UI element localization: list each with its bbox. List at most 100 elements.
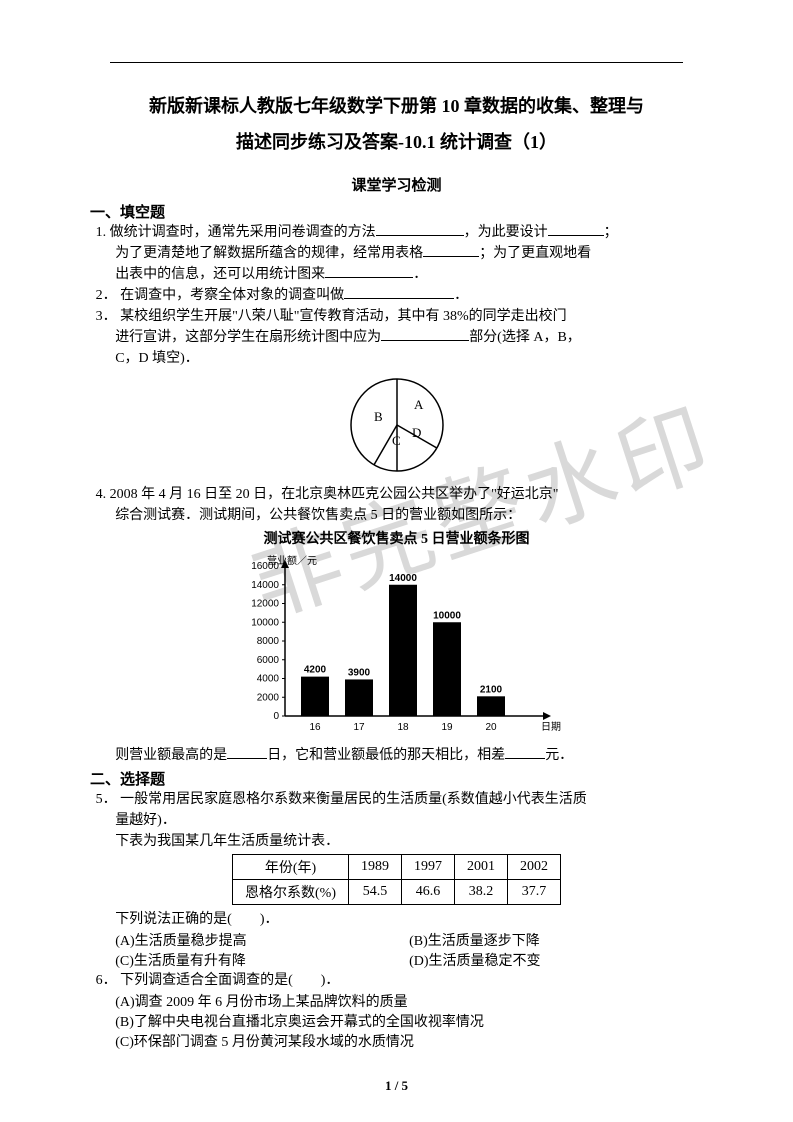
svg-text:14000: 14000 — [389, 573, 417, 584]
q5-opt-d: (D)生活质量稳定不变 — [409, 950, 703, 970]
q4-blank1 — [227, 745, 267, 759]
q1-l2: 为了更清楚地了解数据所蕴含的规律，经常用表格 ；为了更直观地看 — [90, 243, 703, 264]
q3-l3: C，D 填空)． — [90, 348, 703, 369]
q4-l2: 综合测试赛．测试期间，公共餐饮售卖点 5 日的营业额如图所示： — [90, 505, 703, 526]
q4-t2: 综合测试赛．测试期间，公共餐饮售卖点 5 日的营业额如图所示： — [115, 508, 521, 523]
doc-title-line1: 新版新课标人教版七年级数学下册第 10 章数据的收集、整理与 — [90, 88, 703, 124]
q1: 1. 做统计调查时，通常先采用问卷调查的方法，为此要设计； — [90, 222, 703, 243]
bar-chart-title: 测试赛公共区餐饮售卖点 5 日营业额条形图 — [90, 528, 703, 548]
q5-opt-c: (C)生活质量有升有降 — [115, 950, 409, 970]
q5: 5． 一般常用居民家庭恩格尔系数来衡量居民的生活质量(系数值越小代表生活质 — [90, 789, 703, 810]
doc-title-line2: 描述同步练习及答案-10.1 统计调查（1） — [90, 124, 703, 160]
svg-text:2000: 2000 — [256, 692, 279, 703]
svg-text:4200: 4200 — [303, 665, 326, 676]
svg-text:10000: 10000 — [251, 617, 279, 628]
q5-l4: 下列说法正确的是( )． — [90, 909, 703, 930]
q1-t6: 出表中的信息，还可以用统计图来 — [115, 267, 325, 282]
svg-text:20: 20 — [485, 722, 497, 733]
q1-t7: ． — [413, 267, 427, 282]
svg-text:D: D — [412, 425, 421, 440]
q6-opt-c: (C)环保部门调查 5 月份黄河某段水域的水质情况 — [115, 1031, 703, 1051]
svg-text:12000: 12000 — [251, 599, 279, 610]
th-1997: 1997 — [402, 855, 455, 880]
q5-t1: 一般常用居民家庭恩格尔系数来衡量居民的生活质量(系数值越小代表生活质 — [120, 792, 587, 807]
bar-svg: 营业额／元02000400060008000100001200014000160… — [227, 550, 567, 740]
section-fill: 一、填空题 — [90, 201, 703, 222]
q6: 6． 下列调查适合全面调查的是( )． — [90, 970, 703, 991]
q2: 2． 在调查中，考察全体对象的调查叫做 ． — [90, 285, 703, 306]
td-2001: 38.2 — [455, 880, 508, 905]
svg-text:B: B — [374, 409, 383, 424]
q4: 4. 2008 年 4 月 16 日至 20 日，在北京奥林匹克公园公共区举办了… — [90, 484, 703, 505]
q6-options: (A)调查 2009 年 6 月份市场上某品牌饮料的质量 (B)了解中央电视台直… — [90, 991, 703, 1051]
svg-text:16000: 16000 — [251, 561, 279, 572]
q5-opt-b: (B)生活质量逐步下降 — [409, 930, 703, 950]
q6-opt-a: (A)调查 2009 年 6 月份市场上某品牌饮料的质量 — [115, 991, 703, 1011]
section-choice: 二、选择题 — [90, 768, 703, 789]
q1-blank4 — [325, 264, 413, 278]
q5-opt-a: (A)生活质量稳步提高 — [115, 930, 409, 950]
td-2002: 37.7 — [508, 880, 561, 905]
svg-text:0: 0 — [273, 711, 279, 722]
bar-chart: 营业额／元02000400060008000100001200014000160… — [90, 550, 703, 745]
q3-t2: 进行宣讲，这部分学生在扇形统计图中应为 — [115, 330, 381, 345]
td-label: 恩格尔系数(%) — [233, 880, 349, 905]
q5-l2: 量越好)． — [90, 810, 703, 831]
q4-t3: 则营业额最高的是 — [115, 748, 227, 763]
q2-t1: 在调查中，考察全体对象的调查叫做 — [120, 288, 344, 303]
q2-blank1 — [344, 285, 454, 299]
q4-t1: 2008 年 4 月 16 日至 20 日，在北京奥林匹克公园公共区举办了"好运… — [110, 487, 559, 502]
q3-l2: 进行宣讲，这部分学生在扇形统计图中应为 部分(选择 A，B， — [90, 327, 703, 348]
svg-text:14000: 14000 — [251, 580, 279, 591]
q1-l3: 出表中的信息，还可以用统计图来 ． — [90, 264, 703, 285]
td-1989: 54.5 — [349, 880, 402, 905]
q2-t2: ． — [454, 288, 468, 303]
q1-num: 1. — [96, 225, 107, 240]
page-number: 1 / 5 — [0, 1078, 793, 1094]
engel-table: 年份(年) 1989 1997 2001 2002 恩格尔系数(%) 54.5 … — [232, 854, 561, 905]
q5-num: 5． — [96, 792, 117, 807]
q1-t2: ，为此要设计 — [464, 225, 548, 240]
svg-text:10000: 10000 — [433, 610, 461, 621]
q1-blank1 — [376, 222, 464, 236]
pie-svg: A BCD — [342, 375, 452, 475]
q3-blank1 — [381, 327, 469, 341]
q4-l3: 则营业额最高的是 日，它和营业额最低的那天相比，相差 元． — [90, 745, 703, 766]
q3: 3． 某校组织学生开展"八荣八耻"宣传教育活动，其中有 38%的同学走出校门 — [90, 306, 703, 327]
q3-num: 3． — [96, 309, 117, 324]
page-content: 新版新课标人教版七年级数学下册第 10 章数据的收集、整理与 描述同步练习及答案… — [90, 88, 703, 1051]
q1-blank2 — [548, 222, 604, 236]
th-year: 年份(年) — [233, 855, 349, 880]
q3-t3: 部分(选择 A，B， — [469, 330, 581, 345]
q1-t5: ；为了更直观地看 — [479, 246, 591, 261]
q3-t4: C，D 填空)． — [115, 351, 199, 366]
q3-t1: 某校组织学生开展"八荣八耻"宣传教育活动，其中有 38%的同学走出校门 — [120, 309, 567, 324]
th-2002: 2002 — [508, 855, 561, 880]
pie-chart: A BCD — [90, 375, 703, 480]
th-1989: 1989 — [349, 855, 402, 880]
svg-text:C: C — [392, 433, 401, 448]
q1-blank3 — [423, 243, 479, 257]
svg-text:日期: 日期 — [541, 721, 561, 733]
q6-opt-b: (B)了解中央电视台直播北京奥运会开幕式的全国收视率情况 — [115, 1011, 703, 1031]
q4-t5: 元． — [545, 748, 573, 763]
q2-num: 2． — [96, 288, 117, 303]
svg-text:17: 17 — [353, 722, 365, 733]
q5-l3: 下表为我国某几年生活质量统计表． — [90, 831, 703, 852]
doc-subtitle: 课堂学习检测 — [90, 174, 703, 195]
td-1997: 46.6 — [402, 880, 455, 905]
table-row: 恩格尔系数(%) 54.5 46.6 38.2 37.7 — [233, 880, 561, 905]
svg-text:A: A — [414, 397, 424, 412]
q4-num: 4. — [96, 487, 107, 502]
q5-options: (A)生活质量稳步提高 (B)生活质量逐步下降 (C)生活质量有升有降 (D)生… — [90, 930, 703, 970]
svg-text:3900: 3900 — [347, 667, 370, 678]
q6-t1: 下列调查适合全面调查的是( )． — [120, 973, 339, 988]
q1-t4: 为了更清楚地了解数据所蕴含的规律，经常用表格 — [115, 246, 423, 261]
svg-text:2100: 2100 — [479, 684, 502, 695]
page-top-rule — [110, 62, 683, 63]
svg-text:6000: 6000 — [256, 655, 279, 666]
table-row: 年份(年) 1989 1997 2001 2002 — [233, 855, 561, 880]
q4-t4: 日，它和营业额最低的那天相比，相差 — [267, 748, 505, 763]
svg-text:18: 18 — [397, 722, 409, 733]
q6-num: 6． — [96, 973, 117, 988]
